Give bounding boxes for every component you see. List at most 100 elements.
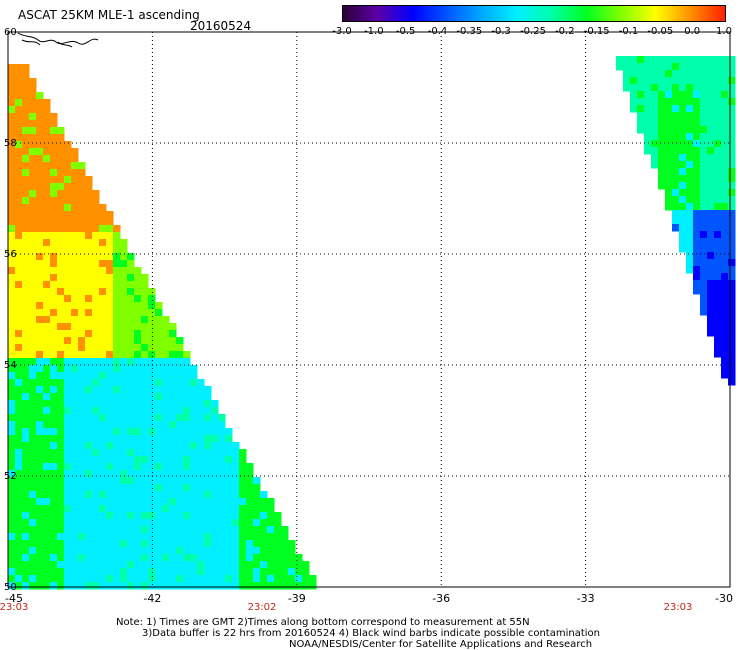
swath-cell — [714, 287, 722, 295]
swath-cell — [197, 428, 205, 436]
swath-cell — [232, 575, 240, 583]
swath-cell — [22, 400, 30, 408]
swath-cell — [57, 477, 65, 485]
swath-cell — [169, 449, 177, 457]
swath-cell — [15, 421, 23, 429]
swath-cell — [29, 211, 37, 219]
swath-cell — [22, 85, 30, 93]
swath-cell — [29, 225, 37, 233]
swath-cell — [43, 414, 51, 422]
swath-cell — [106, 456, 114, 464]
swath-cell — [260, 533, 268, 541]
swath-cell — [239, 491, 247, 499]
swath-cell — [57, 323, 65, 331]
swath-cell — [141, 428, 149, 436]
swath-cell — [190, 547, 198, 555]
swath-cell — [134, 428, 142, 436]
swath-cell — [36, 260, 44, 268]
swath-cell — [141, 484, 149, 492]
swath-cell — [176, 421, 184, 429]
swath-cell — [106, 372, 114, 380]
swath-cell — [113, 505, 121, 513]
swath-cell — [169, 407, 177, 415]
swath-cell — [106, 554, 114, 562]
swath-cell — [693, 168, 701, 176]
swath-cell — [225, 428, 233, 436]
swath-cell — [15, 484, 23, 492]
swath-cell — [106, 400, 114, 408]
swath-cell — [246, 477, 254, 485]
swath-cell — [672, 112, 680, 120]
swath-cell — [190, 484, 198, 492]
swath-cell — [218, 575, 226, 583]
swath-cell — [148, 568, 156, 576]
swath-cell — [36, 246, 44, 254]
swath-cell — [616, 56, 624, 64]
swath-cell — [43, 351, 51, 359]
swath-cell — [43, 330, 51, 338]
swath-cell — [686, 147, 694, 155]
swath-cell — [693, 77, 701, 85]
swath-cell — [50, 533, 58, 541]
swath-cell — [113, 379, 121, 387]
swath-cell — [141, 288, 149, 296]
swath-cell — [50, 400, 58, 408]
swath-cell — [232, 442, 240, 450]
swath-cell — [225, 435, 233, 443]
swath-cell — [15, 134, 23, 142]
swath-cell — [15, 456, 23, 464]
swath-cell — [99, 407, 107, 415]
swath-cell — [113, 491, 121, 499]
swath-cell — [176, 379, 184, 387]
swath-cell — [99, 204, 107, 212]
swath-cell — [92, 246, 100, 254]
swath-cell — [197, 379, 205, 387]
swath-cell — [50, 169, 58, 177]
swath-cell — [29, 295, 37, 303]
swath-cell — [162, 330, 170, 338]
swath-cell — [134, 400, 142, 408]
swath-cell — [43, 183, 51, 191]
swath-cell — [99, 288, 107, 296]
swath-cell — [43, 113, 51, 121]
swath-cell — [85, 421, 93, 429]
swath-cell — [714, 140, 722, 148]
swath-cell — [22, 120, 30, 128]
swath-cell — [190, 456, 198, 464]
swath-cell — [721, 357, 729, 365]
swath-cell — [92, 197, 100, 205]
swath-cell — [665, 189, 673, 197]
swath-cell — [50, 526, 58, 534]
swath-cell — [127, 316, 135, 324]
swath-cell — [106, 575, 114, 583]
swath-cell — [22, 281, 30, 289]
swath-cell — [29, 540, 37, 548]
swath-cell — [92, 239, 100, 247]
swath-cell — [120, 470, 128, 478]
swath-cell — [36, 365, 44, 373]
swath-cell — [693, 245, 701, 253]
swath-cell — [197, 547, 205, 555]
swath-cell — [686, 161, 694, 169]
swath-cell — [106, 498, 114, 506]
swath-cell — [644, 126, 652, 134]
swath-cell — [85, 407, 93, 415]
swath-cell — [141, 274, 149, 282]
swath-cell — [686, 210, 694, 218]
swath-cell — [211, 463, 219, 471]
swath-cell — [211, 526, 219, 534]
swath-cell — [71, 379, 79, 387]
swath-cell — [29, 568, 37, 576]
swath-cell — [169, 470, 177, 478]
swath-cell — [232, 484, 240, 492]
swath-cell — [127, 274, 135, 282]
swath-cell — [155, 575, 163, 583]
swath-cell — [176, 400, 184, 408]
swath-cell — [693, 287, 701, 295]
swath-cell — [29, 134, 37, 142]
swath-cell — [162, 533, 170, 541]
swath-cell — [686, 203, 694, 211]
swath-cell — [22, 505, 30, 513]
swath-cell — [225, 470, 233, 478]
swath-cell — [64, 512, 72, 520]
